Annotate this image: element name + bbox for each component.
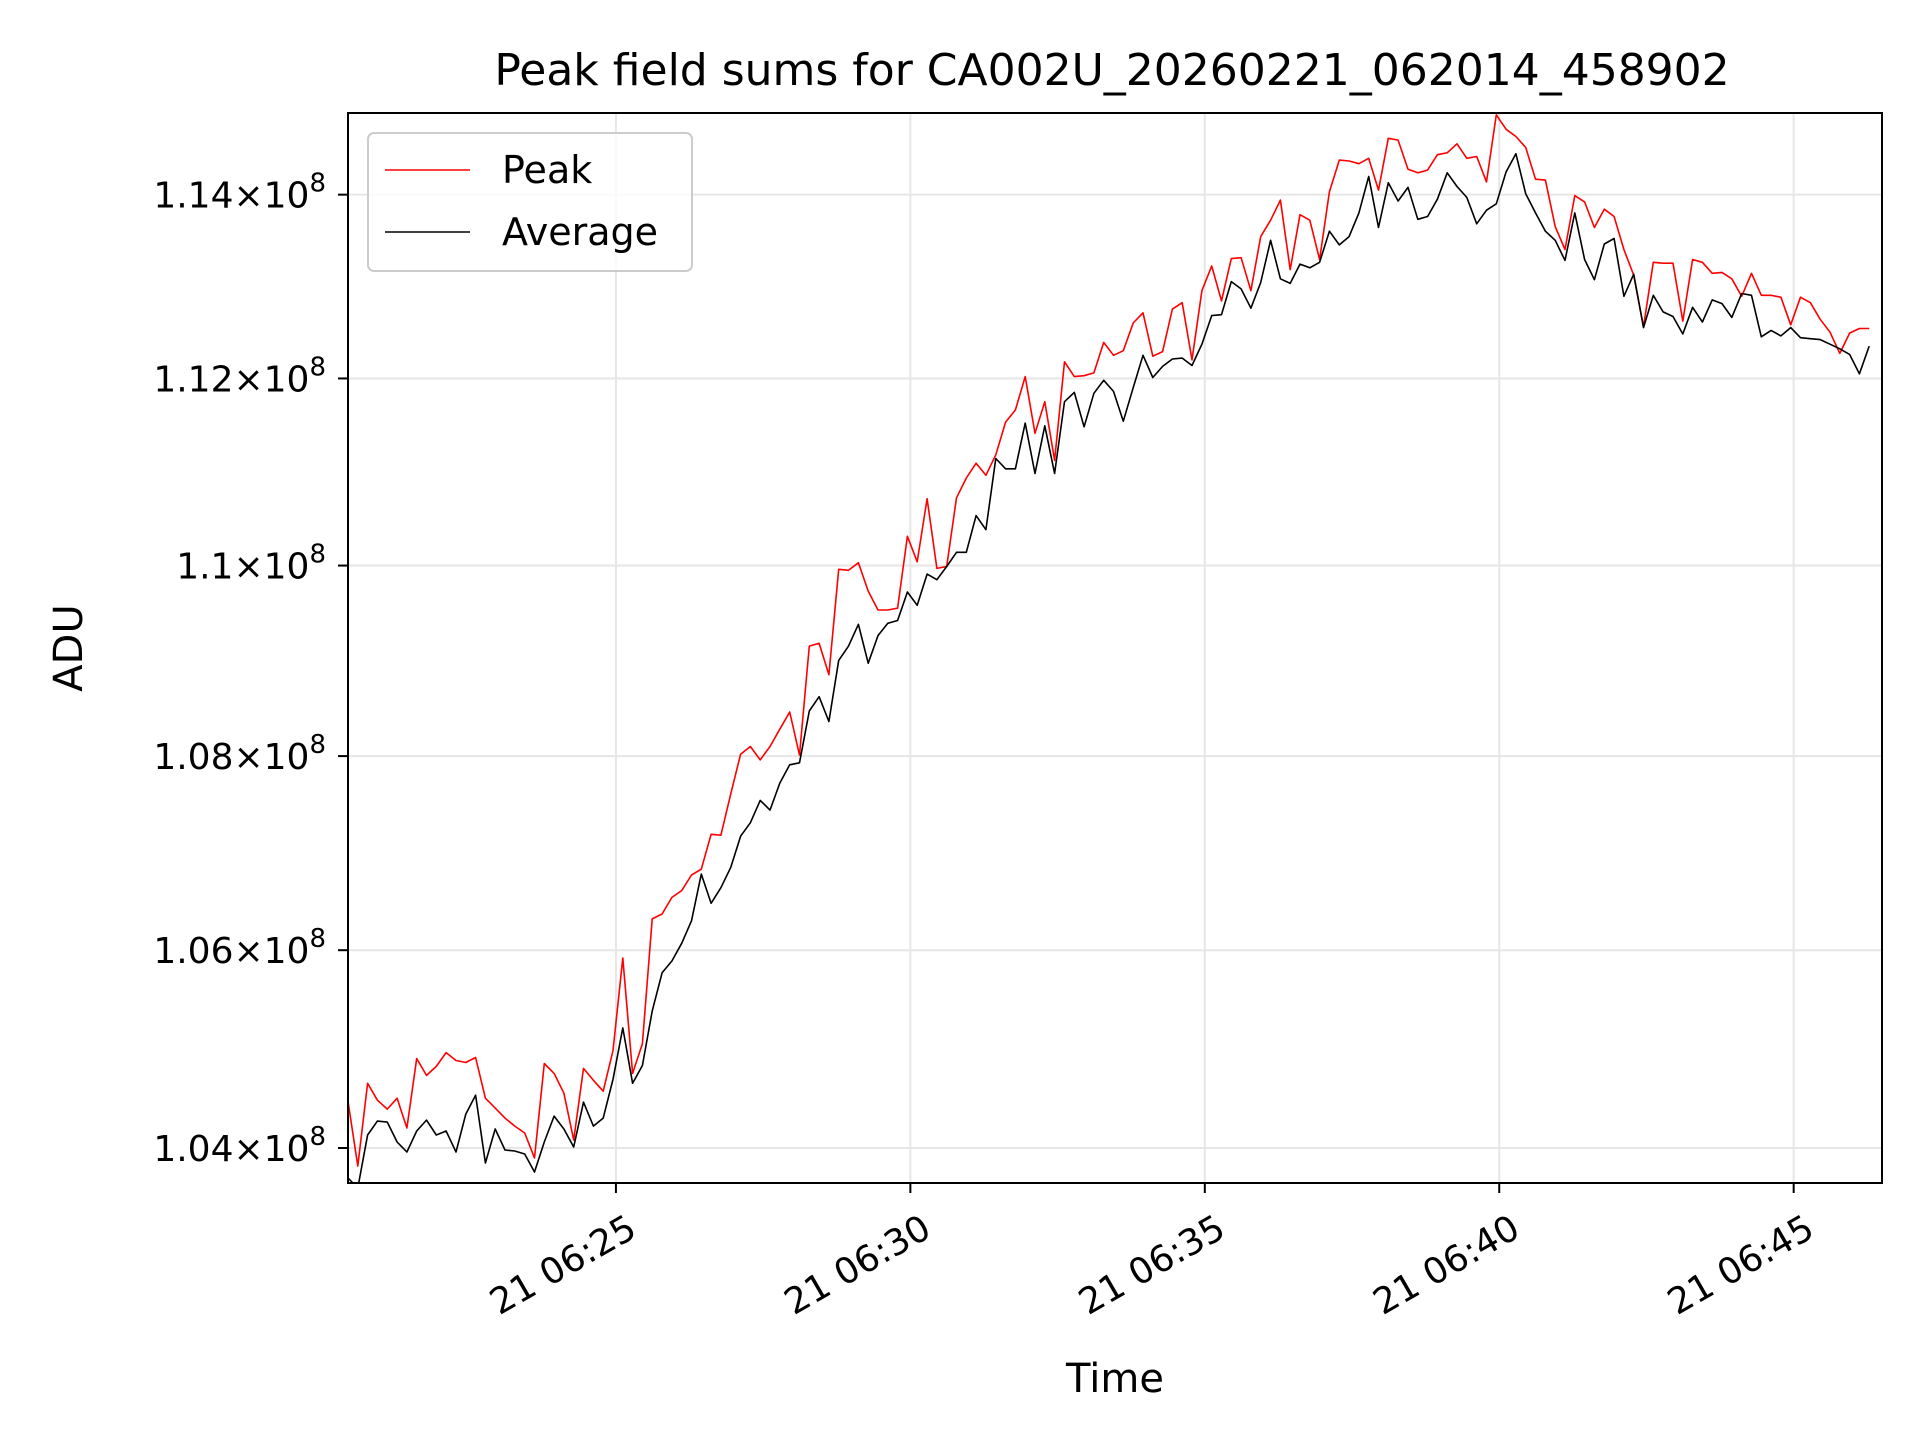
y-tick-mantissa: 1.08 — [153, 737, 233, 778]
legend-box — [367, 132, 693, 272]
y-tick-label: 1.08×108 — [153, 730, 326, 778]
y-tick-label: 1.14×108 — [153, 169, 326, 217]
y-tick-mantissa: 1.06 — [153, 931, 233, 972]
grid — [348, 113, 1882, 1183]
chart-title: Peak field sums for CA002U_20260221_0620… — [494, 45, 1729, 96]
y-tick-mantissa: 1.14 — [153, 176, 233, 217]
y-tick-exponent: 8 — [309, 352, 326, 382]
y-tick-times-ten: ×10 — [233, 931, 309, 972]
y-tick-exponent: 8 — [309, 1122, 326, 1152]
y-tick-times-ten: ×10 — [233, 1129, 309, 1170]
y-tick-mantissa: 1.04 — [153, 1129, 233, 1170]
y-tick-label: 1.12×108 — [153, 352, 326, 400]
y-tick-times-ten: ×10 — [233, 737, 309, 778]
y-tick-times-ten: ×10 — [233, 176, 309, 217]
y-tick-mantissa: 1.12 — [153, 359, 233, 400]
y-tick-exponent: 8 — [309, 540, 326, 570]
y-axis-label: ADU — [46, 604, 92, 691]
y-tick-mantissa: 1.1 — [176, 547, 233, 588]
series-line-average — [348, 152, 1870, 1183]
series-lines — [348, 114, 1870, 1183]
y-tick-label: 1.04×108 — [153, 1122, 326, 1170]
legend: Peak Average — [367, 132, 693, 272]
y-tick-times-ten: ×10 — [233, 547, 309, 588]
x-axis-label: Time — [1065, 1356, 1164, 1402]
plot-frame — [347, 112, 1883, 1184]
y-tick-label: 1.06×108 — [153, 924, 326, 972]
legend-label-average: Average — [502, 210, 658, 254]
y-tick-exponent: 8 — [309, 924, 326, 954]
y-tick-times-ten: ×10 — [233, 359, 309, 400]
legend-label-peak: Peak — [502, 148, 592, 192]
y-tick-exponent: 8 — [309, 169, 326, 199]
y-tick-label: 1.1×108 — [176, 540, 326, 588]
y-axis: 1.04×1081.06×1081.08×1081.1×1081.12×1081… — [153, 169, 348, 1170]
series-line-peak — [348, 114, 1870, 1167]
y-tick-exponent: 8 — [309, 730, 326, 760]
